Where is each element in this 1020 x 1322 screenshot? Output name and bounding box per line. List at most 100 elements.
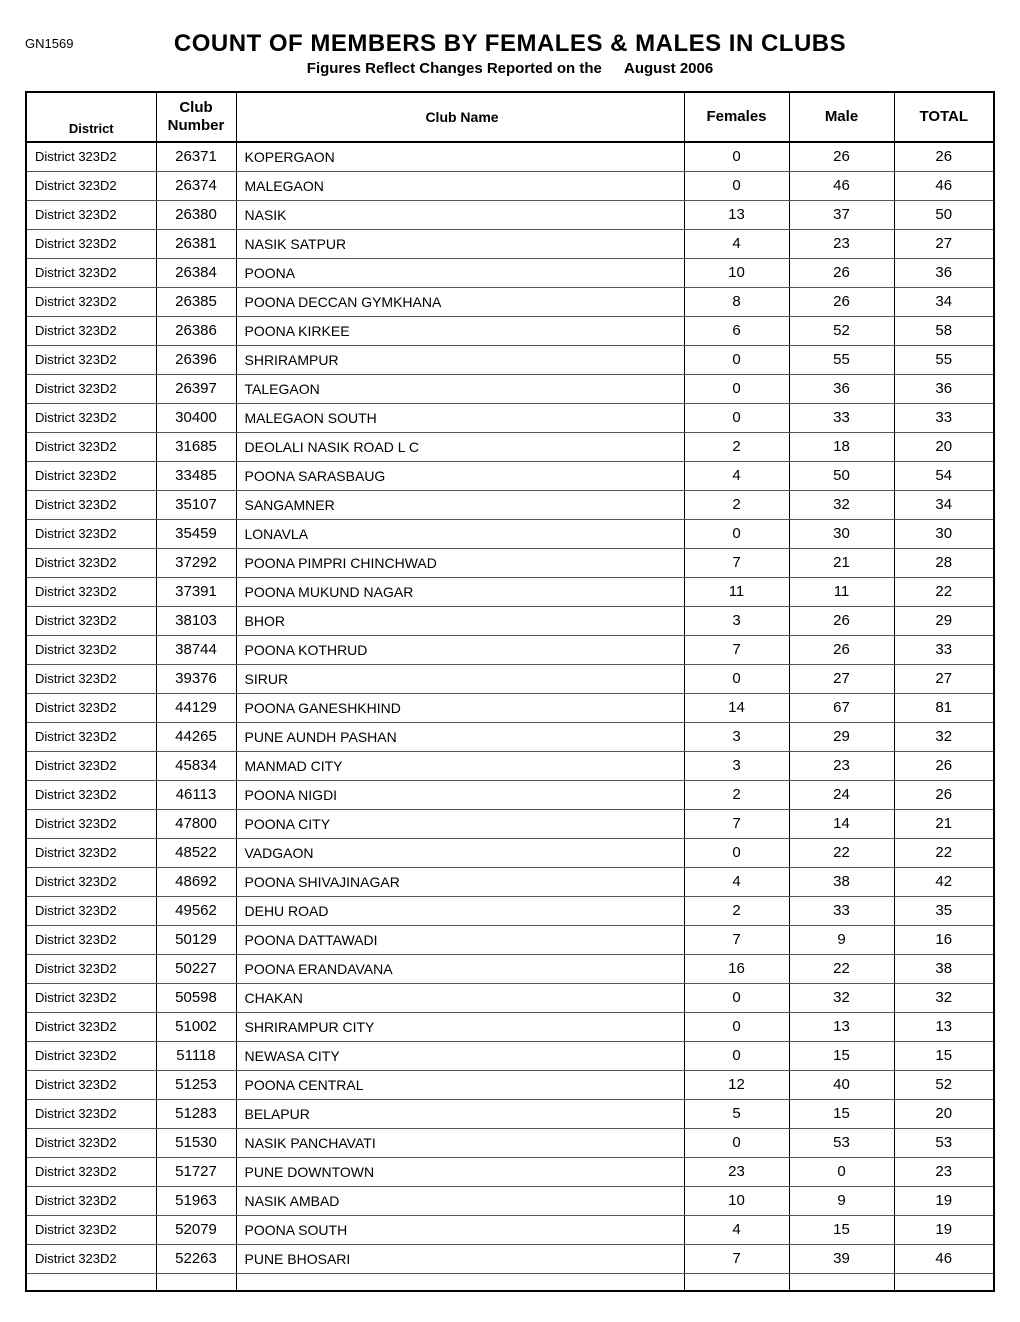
cell-district: District 323D2 (26, 896, 156, 925)
cell-male: 29 (789, 722, 894, 751)
page-subtitle: Figures Reflect Changes Reported on the … (25, 60, 995, 77)
cell-club-name: POONA DECCAN GYMKHANA (236, 287, 684, 316)
table-row: District 323D244265PUNE AUNDH PASHAN3293… (26, 722, 994, 751)
cell-total: 21 (894, 809, 994, 838)
cell-total: 33 (894, 635, 994, 664)
cell-club-name: POONA NIGDI (236, 780, 684, 809)
cell-club-number: 44265 (156, 722, 236, 751)
cell-club-number: 47800 (156, 809, 236, 838)
cell-females: 2 (684, 432, 789, 461)
cell-total: 20 (894, 1099, 994, 1128)
cell-male: 26 (789, 287, 894, 316)
cell-total: 19 (894, 1186, 994, 1215)
table-spacer-row (26, 1273, 994, 1291)
cell-total: 36 (894, 374, 994, 403)
cell-club-number: 45834 (156, 751, 236, 780)
cell-females: 0 (684, 142, 789, 171)
cell-club-name: KOPERGAON (236, 142, 684, 171)
table-row: District 323D245834MANMAD CITY32326 (26, 751, 994, 780)
cell-total: 32 (894, 983, 994, 1012)
cell-club-name: PUNE BHOSARI (236, 1244, 684, 1273)
table-row: District 323D246113POONA NIGDI22426 (26, 780, 994, 809)
table-row: District 323D238103BHOR32629 (26, 606, 994, 635)
cell-district: District 323D2 (26, 490, 156, 519)
cell-district: District 323D2 (26, 1157, 156, 1186)
cell-females: 23 (684, 1157, 789, 1186)
cell-male: 15 (789, 1041, 894, 1070)
cell-district: District 323D2 (26, 867, 156, 896)
table-row: District 323D251530NASIK PANCHAVATI05353 (26, 1128, 994, 1157)
cell-females: 7 (684, 1244, 789, 1273)
cell-females: 3 (684, 722, 789, 751)
cell-district: District 323D2 (26, 519, 156, 548)
club-number-label: ClubNumber (168, 99, 225, 134)
table-row: District 323D251118NEWASA CITY01515 (26, 1041, 994, 1070)
cell-total: 54 (894, 461, 994, 490)
cell-total: 26 (894, 751, 994, 780)
cell-district: District 323D2 (26, 1099, 156, 1128)
cell-club-number: 49562 (156, 896, 236, 925)
cell-district: District 323D2 (26, 751, 156, 780)
cell-club-name: POONA PIMPRI CHINCHWAD (236, 548, 684, 577)
cell-district: District 323D2 (26, 577, 156, 606)
cell-females: 4 (684, 229, 789, 258)
cell-total: 52 (894, 1070, 994, 1099)
cell-club-name: MALEGAON (236, 171, 684, 200)
cell-total: 13 (894, 1012, 994, 1041)
title-block: COUNT OF MEMBERS BY FEMALES & MALES IN C… (25, 30, 995, 77)
cell-total: 27 (894, 229, 994, 258)
cell-club-name: VADGAON (236, 838, 684, 867)
table-row: District 323D226384POONA102636 (26, 258, 994, 287)
cell-male: 36 (789, 374, 894, 403)
table-row: District 323D251283BELAPUR51520 (26, 1099, 994, 1128)
cell-club-number: 26396 (156, 345, 236, 374)
cell-male: 55 (789, 345, 894, 374)
cell-club-name: CHAKAN (236, 983, 684, 1012)
cell-male: 32 (789, 490, 894, 519)
cell-male: 30 (789, 519, 894, 548)
cell-total: 22 (894, 838, 994, 867)
cell-females: 2 (684, 780, 789, 809)
table-row: District 323D248692POONA SHIVAJINAGAR438… (26, 867, 994, 896)
cell-club-name: POONA KOTHRUD (236, 635, 684, 664)
cell-females: 4 (684, 1215, 789, 1244)
cell-females: 0 (684, 838, 789, 867)
cell-females: 14 (684, 693, 789, 722)
table-row: District 323D252263PUNE BHOSARI73946 (26, 1244, 994, 1273)
cell-club-name: NASIK AMBAD (236, 1186, 684, 1215)
cell-total: 36 (894, 258, 994, 287)
cell-male: 38 (789, 867, 894, 896)
cell-total: 34 (894, 287, 994, 316)
table-row: District 323D251727PUNE DOWNTOWN23023 (26, 1157, 994, 1186)
cell-females: 0 (684, 345, 789, 374)
cell-club-name: POONA GANESHKHIND (236, 693, 684, 722)
cell-district: District 323D2 (26, 287, 156, 316)
col-header-district: District (26, 92, 156, 142)
cell-females: 6 (684, 316, 789, 345)
cell-district: District 323D2 (26, 1186, 156, 1215)
table-row: District 323D226385POONA DECCAN GYMKHANA… (26, 287, 994, 316)
table-row: District 323D230400MALEGAON SOUTH03333 (26, 403, 994, 432)
cell-male: 21 (789, 548, 894, 577)
table-row: District 323D226380NASIK133750 (26, 200, 994, 229)
table-row: District 323D248522VADGAON02222 (26, 838, 994, 867)
table-row: District 323D247800POONA CITY71421 (26, 809, 994, 838)
cell-club-name: MANMAD CITY (236, 751, 684, 780)
cell-club-number: 30400 (156, 403, 236, 432)
cell-district: District 323D2 (26, 1215, 156, 1244)
cell-females: 0 (684, 1012, 789, 1041)
table-row: District 323D226396SHRIRAMPUR05555 (26, 345, 994, 374)
cell-male: 46 (789, 171, 894, 200)
cell-district: District 323D2 (26, 1128, 156, 1157)
table-row: District 323D235459LONAVLA03030 (26, 519, 994, 548)
cell-club-name: POONA SOUTH (236, 1215, 684, 1244)
cell-club-number: 51283 (156, 1099, 236, 1128)
cell-females: 3 (684, 751, 789, 780)
page-title: COUNT OF MEMBERS BY FEMALES & MALES IN C… (25, 30, 995, 58)
cell-male: 11 (789, 577, 894, 606)
table-row: District 323D244129POONA GANESHKHIND1467… (26, 693, 994, 722)
cell-club-number: 35107 (156, 490, 236, 519)
cell-club-number: 31685 (156, 432, 236, 461)
cell-females: 8 (684, 287, 789, 316)
cell-total: 26 (894, 142, 994, 171)
